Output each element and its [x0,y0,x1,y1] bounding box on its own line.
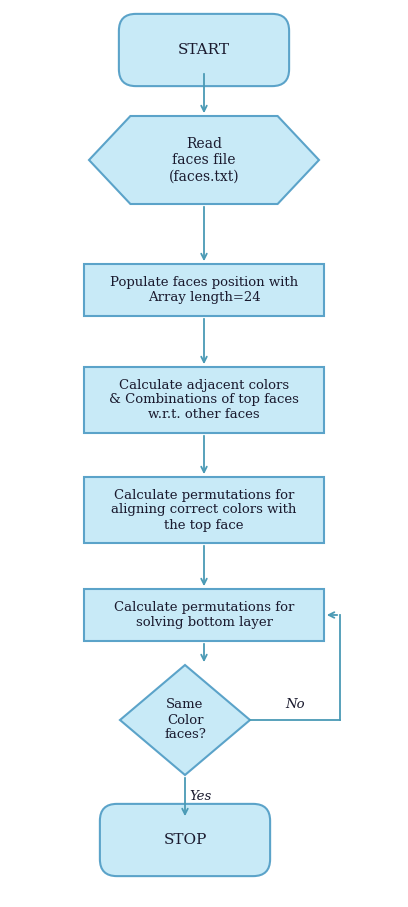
Text: STOP: STOP [163,833,207,847]
Text: No: No [285,698,305,711]
FancyBboxPatch shape [119,14,289,86]
Bar [84,477,324,543]
Bar [84,367,324,433]
Polygon shape [89,116,319,204]
Bar [84,589,324,641]
Text: Yes: Yes [189,789,211,803]
Bar [84,264,324,316]
Text: Read
faces file
(faces.txt): Read faces file (faces.txt) [169,137,239,183]
Text: Same
Color
faces?: Same Color faces? [164,698,206,742]
Text: START: START [178,43,230,57]
Text: Populate faces position with
Array length=24: Populate faces position with Array lengt… [110,276,298,304]
Text: Calculate adjacent colors
& Combinations of top faces
w.r.t. other faces: Calculate adjacent colors & Combinations… [109,378,299,422]
Polygon shape [120,665,250,775]
Text: Calculate permutations for
solving bottom layer: Calculate permutations for solving botto… [114,601,294,629]
FancyBboxPatch shape [100,804,270,876]
Text: Calculate permutations for
aligning correct colors with
the top face: Calculate permutations for aligning corr… [111,489,297,532]
